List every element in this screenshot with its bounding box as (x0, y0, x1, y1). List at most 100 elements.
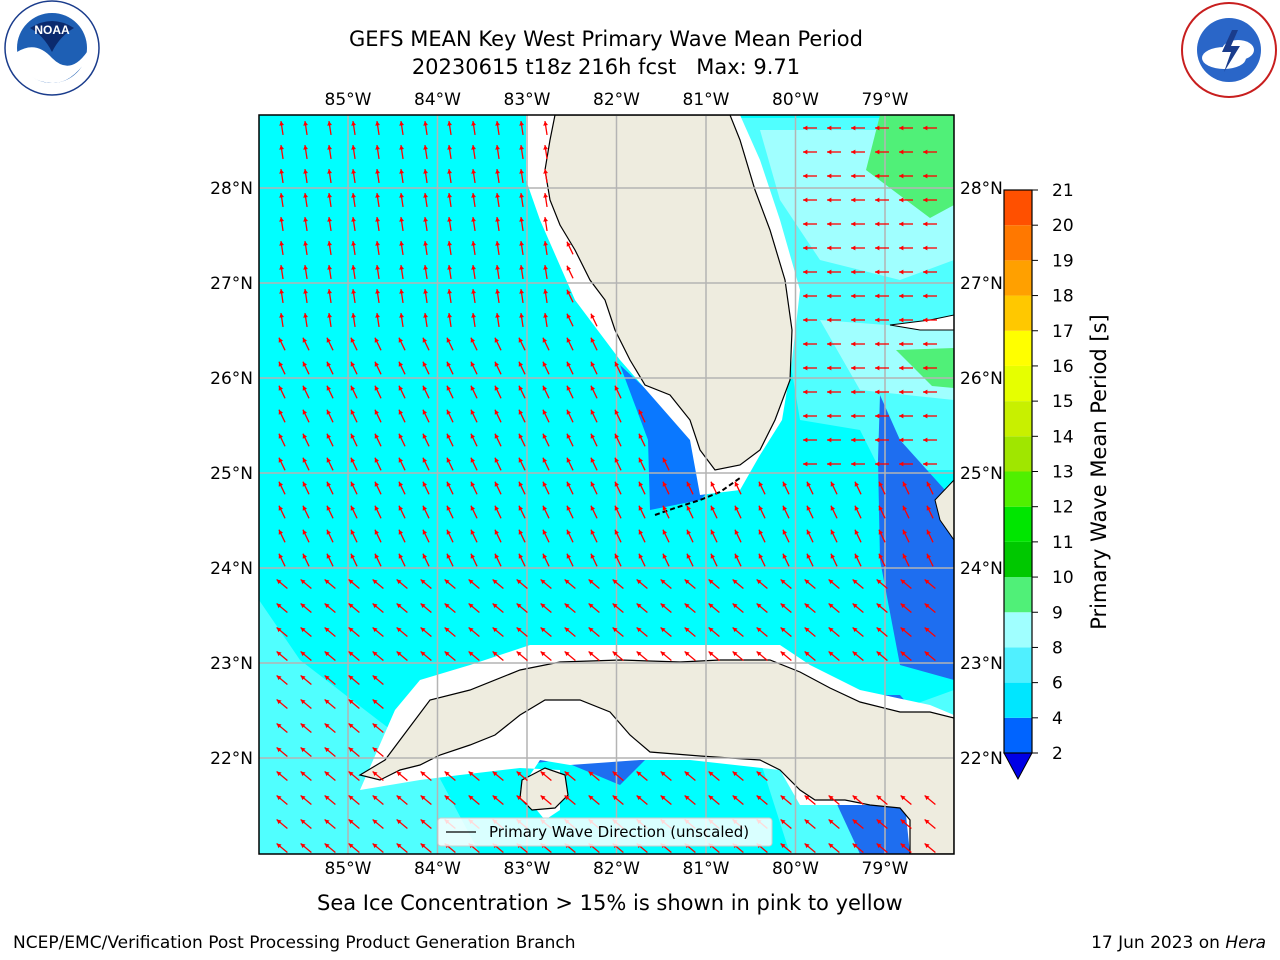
wave-direction-arrow (614, 361, 622, 375)
colorbar-band (1004, 260, 1032, 296)
wave-direction-arrow (827, 173, 841, 179)
wave-direction-arrow (468, 579, 480, 589)
wave-direction-arrow (636, 579, 648, 589)
wave-direction-arrow (827, 437, 841, 443)
wave-direction-arrow (876, 819, 888, 829)
wave-direction-arrow (614, 457, 622, 471)
wave-direction-arrow (827, 365, 841, 371)
wave-direction-arrow (612, 795, 624, 805)
wave-direction-arrow (447, 144, 452, 160)
wave-direction-arrow (588, 651, 600, 661)
wave-direction-arrow (804, 627, 816, 637)
wave-direction-arrow (660, 603, 672, 613)
wave-direction-arrow (854, 553, 862, 567)
wave-direction-arrow (492, 603, 504, 613)
wave-direction-arrow (851, 269, 865, 275)
wave-direction-arrow (923, 197, 937, 203)
wave-direction-arrow (518, 361, 526, 375)
wave-direction-arrow (638, 457, 646, 471)
wave-direction-arrow (758, 529, 766, 543)
wave-direction-arrow (324, 603, 336, 613)
colorbar-tick-label: 20 (1052, 216, 1074, 236)
wave-direction-arrow (875, 149, 889, 155)
lat-tick-label: 22°N (960, 749, 1003, 769)
wave-direction-arrow (923, 221, 937, 227)
wave-direction-arrow (278, 457, 286, 471)
wave-direction-arrow (398, 361, 406, 375)
wave-direction-arrow (782, 505, 790, 519)
wave-direction-arrow (828, 579, 840, 589)
wave-direction-arrow (372, 627, 384, 637)
wave-direction-arrow (327, 240, 332, 256)
wave-direction-arrow (875, 125, 889, 131)
wave-direction-arrow (278, 409, 286, 423)
wave-direction-arrow (924, 603, 936, 613)
wave-direction-arrow (300, 675, 312, 685)
colorbar-band (1004, 612, 1032, 648)
wave-direction-arrow (684, 651, 696, 661)
wave-direction-arrow (350, 337, 358, 351)
nws-logo (1181, 2, 1277, 98)
wave-direction-arrow (396, 819, 408, 829)
wave-direction-arrow (447, 192, 452, 208)
wave-direction-arrow (518, 385, 526, 399)
wave-direction-arrow (518, 457, 526, 471)
wave-direction-arrow (923, 149, 937, 155)
wave-direction-arrow (926, 481, 934, 495)
wave-direction-arrow (923, 317, 937, 323)
colorbar-tick-label: 2 (1052, 744, 1063, 764)
wave-direction-arrow (806, 481, 814, 495)
wave-direction-arrows (276, 120, 937, 853)
wave-direction-arrow (300, 699, 312, 709)
wave-direction-arrow (420, 843, 432, 853)
wave-direction-arrow (279, 120, 284, 136)
wave-direction-arrow (684, 795, 696, 805)
wave-direction-arrow (447, 288, 452, 304)
wave-direction-arrow (851, 125, 865, 131)
wave-direction-arrow (422, 409, 430, 423)
wave-direction-arrow (590, 481, 598, 495)
wave-direction-arrow (828, 819, 840, 829)
wave-direction-arrow (324, 651, 336, 661)
wave-direction-arrow (830, 529, 838, 543)
wave-direction-arrow (495, 312, 500, 328)
wave-direction-arrow (375, 192, 380, 208)
wave-direction-arrow (686, 553, 694, 567)
wave-direction-arrow (278, 481, 286, 495)
wave-direction-arrow (612, 603, 624, 613)
wave-direction-arrow (372, 579, 384, 589)
florida-landmass (544, 115, 793, 471)
lon-tick-label: 82°W (593, 859, 640, 879)
lon-tick-label: 84°W (414, 90, 461, 110)
wave-direction-arrow (351, 168, 356, 184)
wave-direction-arrow (495, 192, 500, 208)
wave-direction-arrow (375, 216, 380, 232)
wave-direction-arrow (276, 771, 288, 781)
wave-direction-arrow (900, 843, 912, 853)
wave-direction-arrow (470, 553, 478, 567)
wave-direction-arrow (471, 240, 476, 256)
wave-direction-arrow (924, 651, 936, 661)
lon-tick-label: 80°W (772, 859, 819, 879)
colorbar-tick-label: 4 (1052, 709, 1063, 729)
wave-direction-arrow (710, 481, 718, 495)
wave-direction-arrow (302, 457, 310, 471)
wave-direction-arrow (327, 192, 332, 208)
wave-direction-arrow (422, 505, 430, 519)
colorbar-band (1004, 717, 1032, 753)
wave-direction-arrow (495, 240, 500, 256)
wave-direction-arrow (923, 461, 937, 467)
wave-direction-arrow (851, 389, 865, 395)
grand-bahama (889, 314, 954, 331)
wave-direction-arrow (782, 481, 790, 495)
wave-direction-arrow (686, 505, 694, 519)
wave-direction-arrow (828, 627, 840, 637)
wave-direction-arrow (372, 651, 384, 661)
wave-direction-arrow (614, 433, 622, 447)
wave-direction-arrow (302, 337, 310, 351)
wave-direction-arrow (423, 120, 428, 136)
wave-direction-arrow (398, 385, 406, 399)
wave-direction-arrow (468, 603, 480, 613)
wave-direction-arrow (827, 221, 841, 227)
wave-direction-arrow (327, 168, 332, 184)
